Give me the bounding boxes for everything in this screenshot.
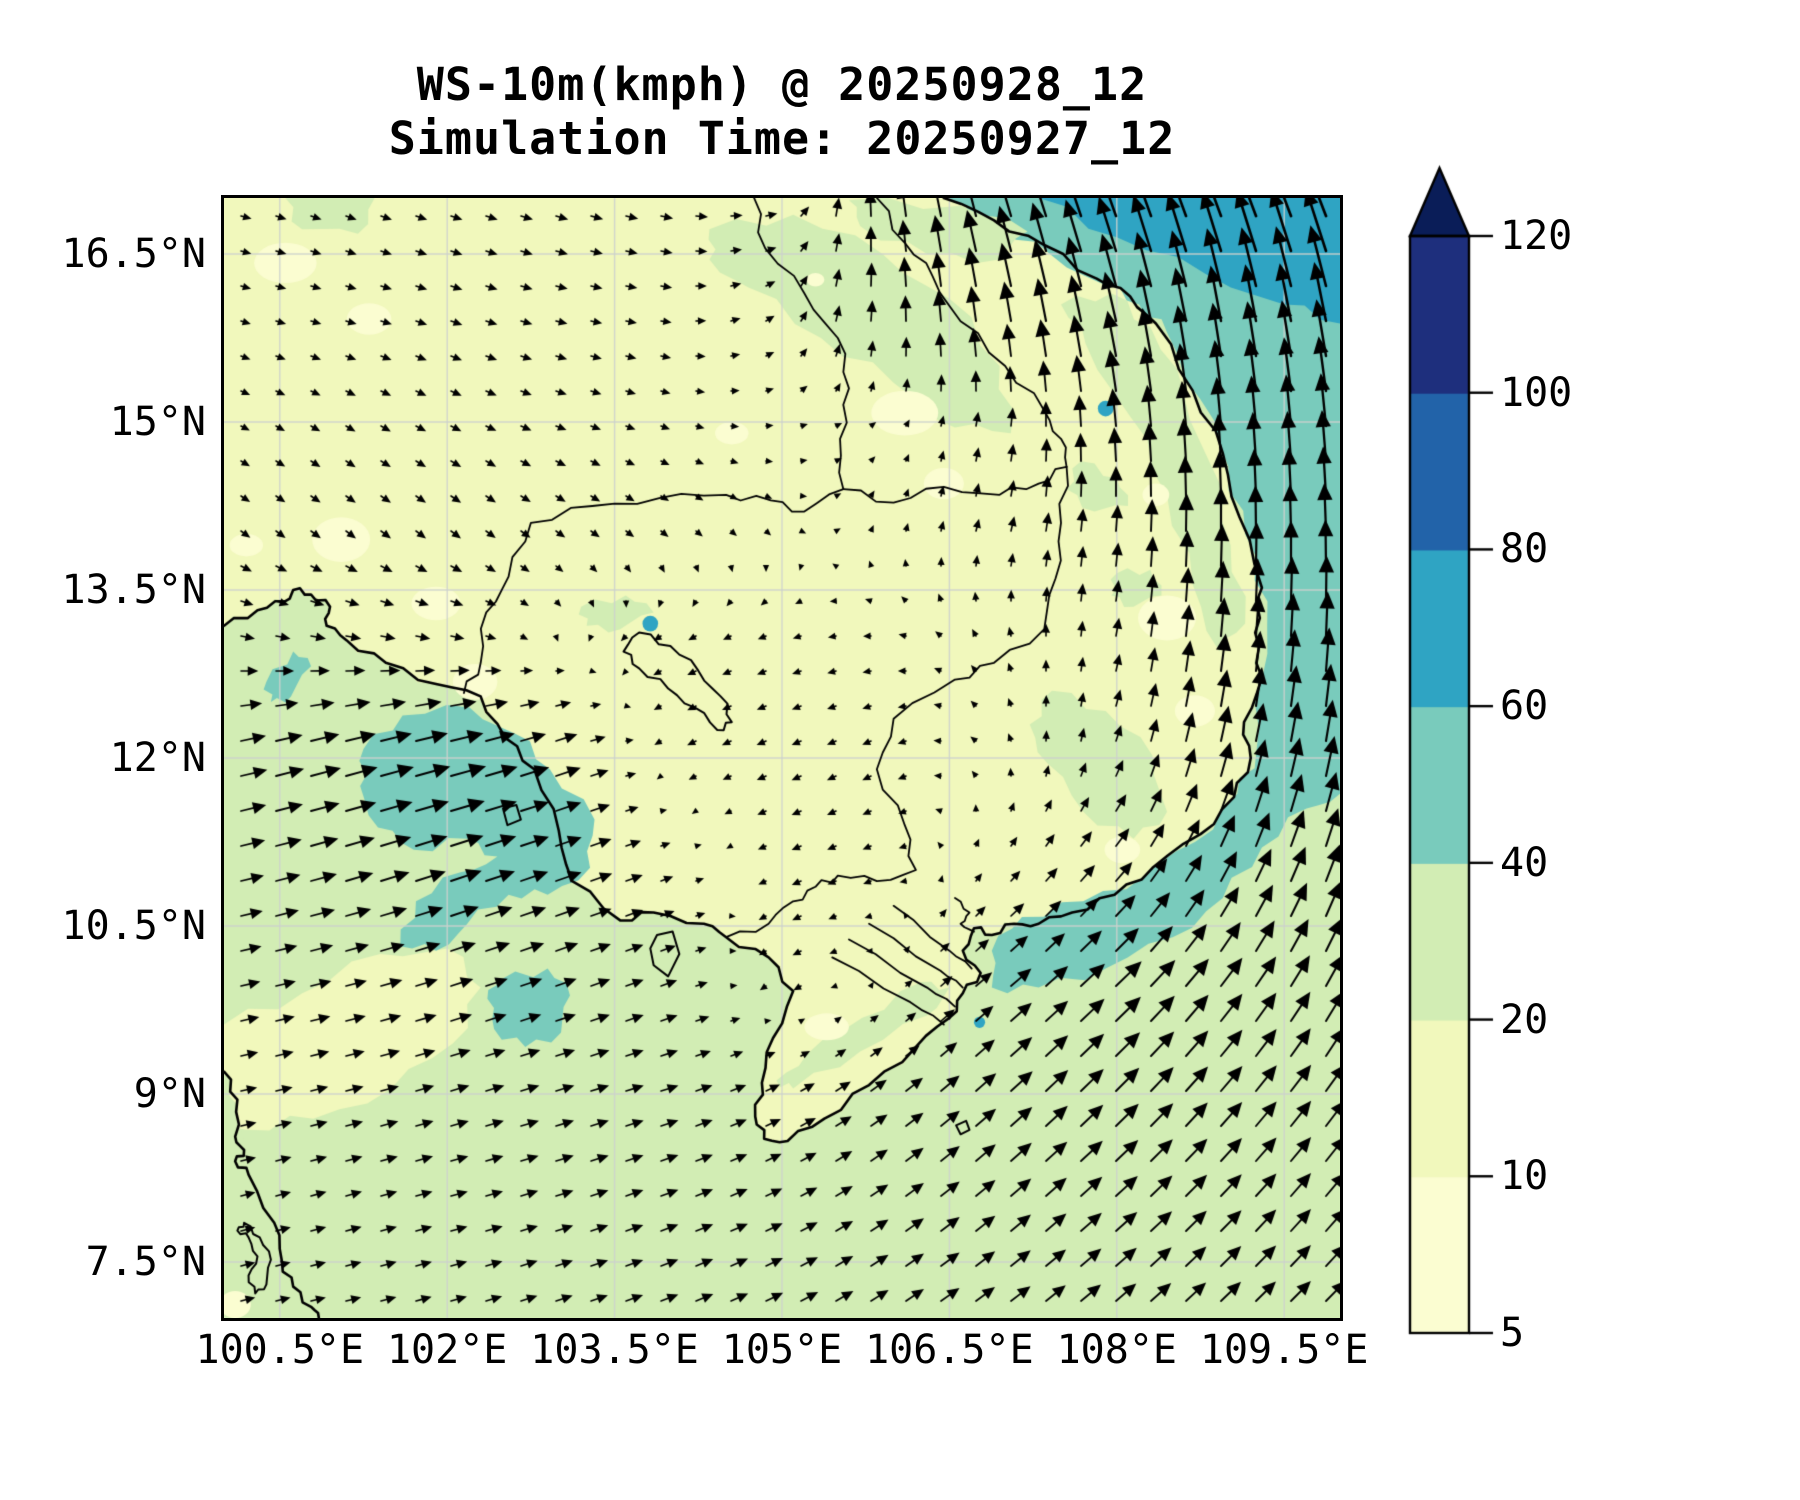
lat-tick-label: 12°N: [109, 735, 206, 781]
plot-title: WS-10m(kmph) @ 20250928_12: [416, 58, 1148, 111]
colorbar-tick-label: 120: [1500, 213, 1573, 259]
lon-tick-label: 103.5°E: [530, 1327, 699, 1373]
lon-tick-label: 100.5°E: [195, 1327, 365, 1373]
lon-tick-label: 102°E: [386, 1327, 508, 1373]
lat-tick-label: 7.5°N: [85, 1239, 206, 1285]
lat-tick-label: 10.5°N: [61, 903, 207, 949]
lon-tick-label: 109.5°E: [1199, 1327, 1369, 1373]
lon-tick-label: 106.5°E: [865, 1327, 1034, 1373]
lat-tick-label: 16.5°N: [61, 231, 207, 277]
lon-tick-label: 105°E: [721, 1327, 843, 1373]
lat-tick-label: 13.5°N: [61, 567, 207, 613]
map-canvas: [221, 195, 1343, 1321]
lat-tick-label: 9°N: [133, 1071, 206, 1117]
colorbar-canvas: [1395, 145, 1595, 1405]
colorbar-tick-label: 60: [1500, 683, 1549, 730]
colorbar-tick-label: 10: [1500, 1153, 1549, 1200]
plot-subtitle: Simulation Time: 20250927_12: [388, 112, 1176, 165]
colorbar-tick-label: 80: [1500, 526, 1549, 573]
colorbar-tick-label: 20: [1500, 996, 1549, 1043]
colorbar-tick-label: 5: [1500, 1310, 1525, 1356]
lon-tick-label: 108°E: [1056, 1327, 1177, 1373]
lat-tick-label: 15°N: [109, 399, 206, 445]
colorbar-tick-label: 100: [1500, 369, 1573, 416]
colorbar-tick-label: 40: [1500, 839, 1549, 886]
